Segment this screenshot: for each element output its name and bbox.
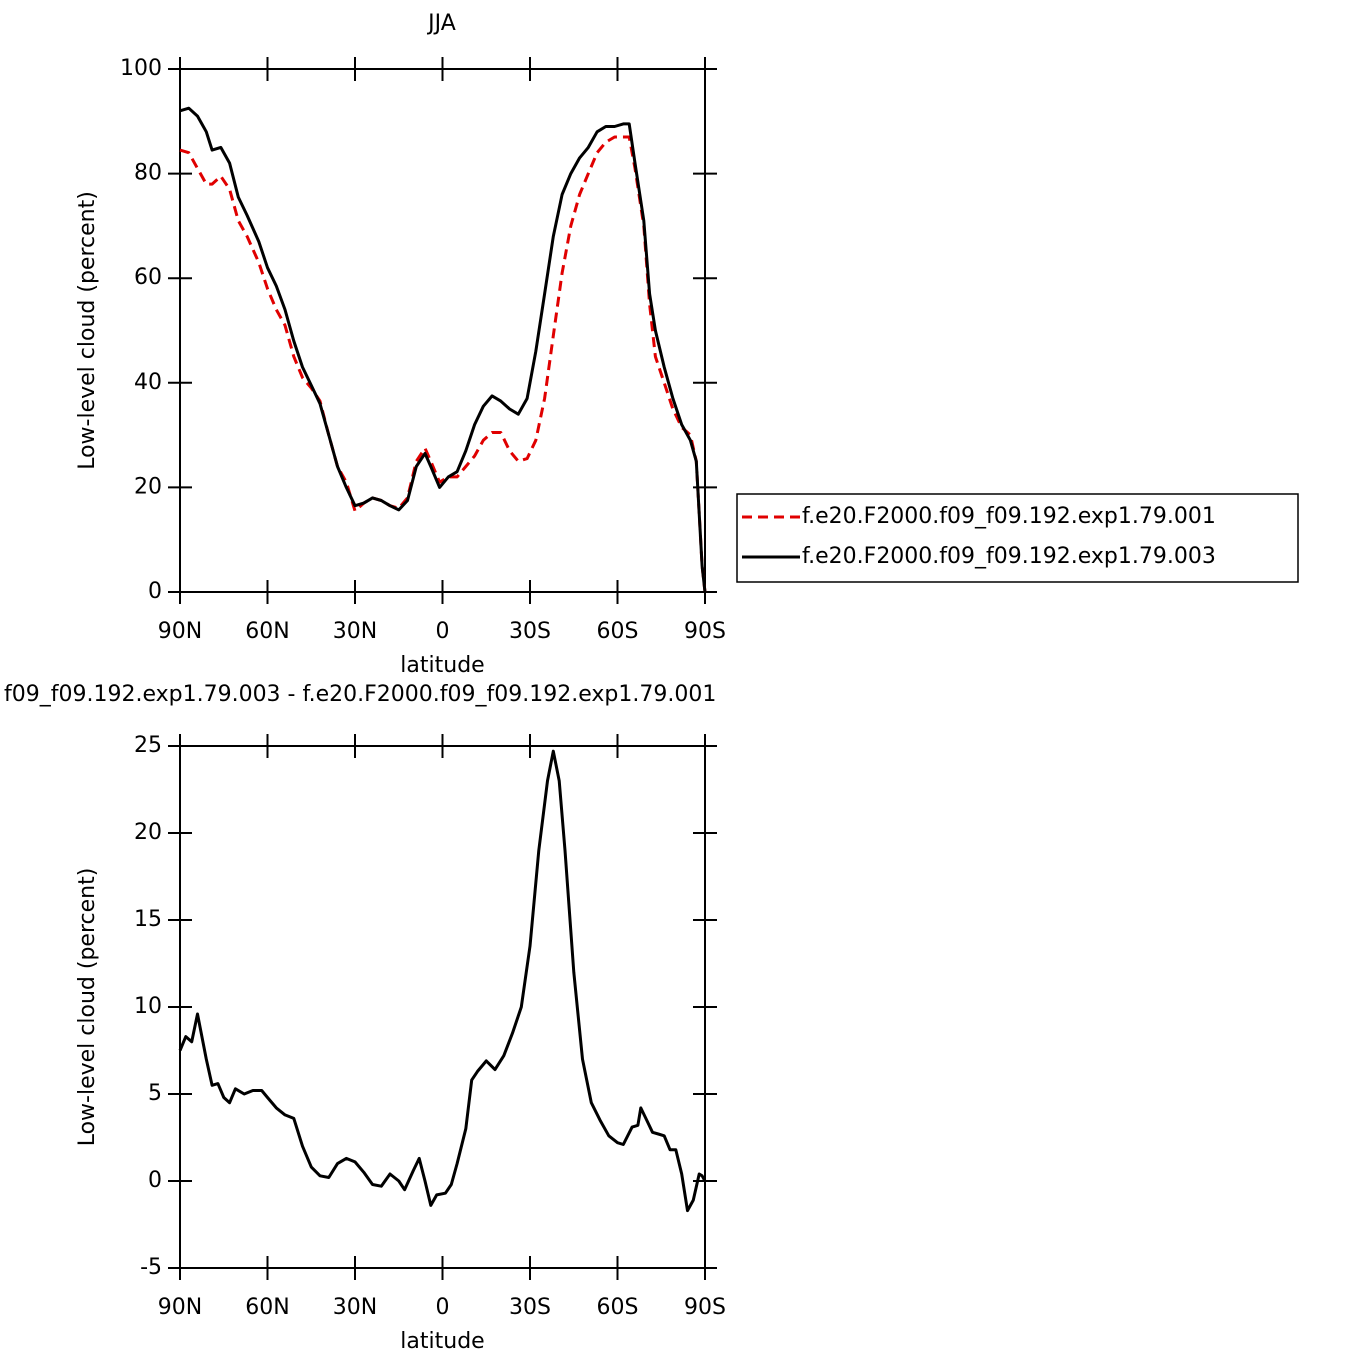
- y-tick-label: 10: [134, 994, 162, 1019]
- y-tick-label: 20: [134, 820, 162, 845]
- y-tick-label: 0: [148, 1168, 162, 1193]
- y-tick-label: 40: [134, 370, 162, 395]
- chart-panel: JJA 0 20 40 60 80 100 90N 60N 30N 0 30S 60S 90S latitu…: [75, 11, 1299, 678]
- chart-panel: f09_f09.192.exp1.79.003 - f.e20.F2000.f0…: [4, 682, 726, 1354]
- x-axis-label: latitude: [400, 653, 484, 678]
- data-line: [179, 135, 707, 593]
- y-tick-label: 5: [148, 1081, 162, 1106]
- x-tick-label: 0: [436, 619, 450, 644]
- data-line: [179, 106, 707, 593]
- y-tick-label: 25: [134, 733, 162, 758]
- y-tick-label: 60: [134, 265, 162, 290]
- x-tick-label: 90N: [158, 619, 202, 644]
- x-tick-label: 90N: [158, 1295, 202, 1320]
- y-tick-label: 15: [134, 907, 162, 932]
- x-tick-label: 30N: [333, 619, 377, 644]
- x-tick-label: 90S: [684, 1295, 726, 1320]
- x-tick-label: 60S: [597, 1295, 639, 1320]
- plot-frame: [179, 68, 706, 593]
- y-tick-label: 80: [134, 161, 162, 186]
- legend-label: f.e20.F2000.f09_f09.192.exp1.79.001: [802, 504, 1216, 529]
- x-tick-label: 30S: [509, 1295, 551, 1320]
- x-tick-label: 30S: [509, 619, 551, 644]
- chart-title: JJA: [426, 11, 456, 36]
- x-tick-label: 60S: [597, 619, 639, 644]
- y-tick-label: 100: [120, 56, 162, 81]
- x-tick-label: 30N: [333, 1295, 377, 1320]
- y-axis-label: Low-level cloud (percent): [75, 868, 100, 1147]
- x-tick-label: 60N: [245, 1295, 289, 1320]
- y-tick-label: 0: [148, 579, 162, 604]
- legend-box: [736, 493, 1299, 583]
- legend-label: f.e20.F2000.f09_f09.192.exp1.79.003: [802, 544, 1216, 569]
- x-tick-label: 90S: [684, 619, 726, 644]
- y-tick-label: -5: [140, 1255, 162, 1280]
- x-tick-label: 60N: [245, 619, 289, 644]
- x-axis-label: latitude: [400, 1329, 484, 1354]
- y-tick-label: 20: [134, 474, 162, 499]
- x-tick-label: 0: [436, 1295, 450, 1320]
- y-axis-label: Low-level cloud (percent): [75, 191, 100, 470]
- chart-title: f09_f09.192.exp1.79.003 - f.e20.F2000.f0…: [4, 682, 716, 707]
- plot-frame: [179, 745, 706, 1269]
- data-line: [178, 749, 707, 1213]
